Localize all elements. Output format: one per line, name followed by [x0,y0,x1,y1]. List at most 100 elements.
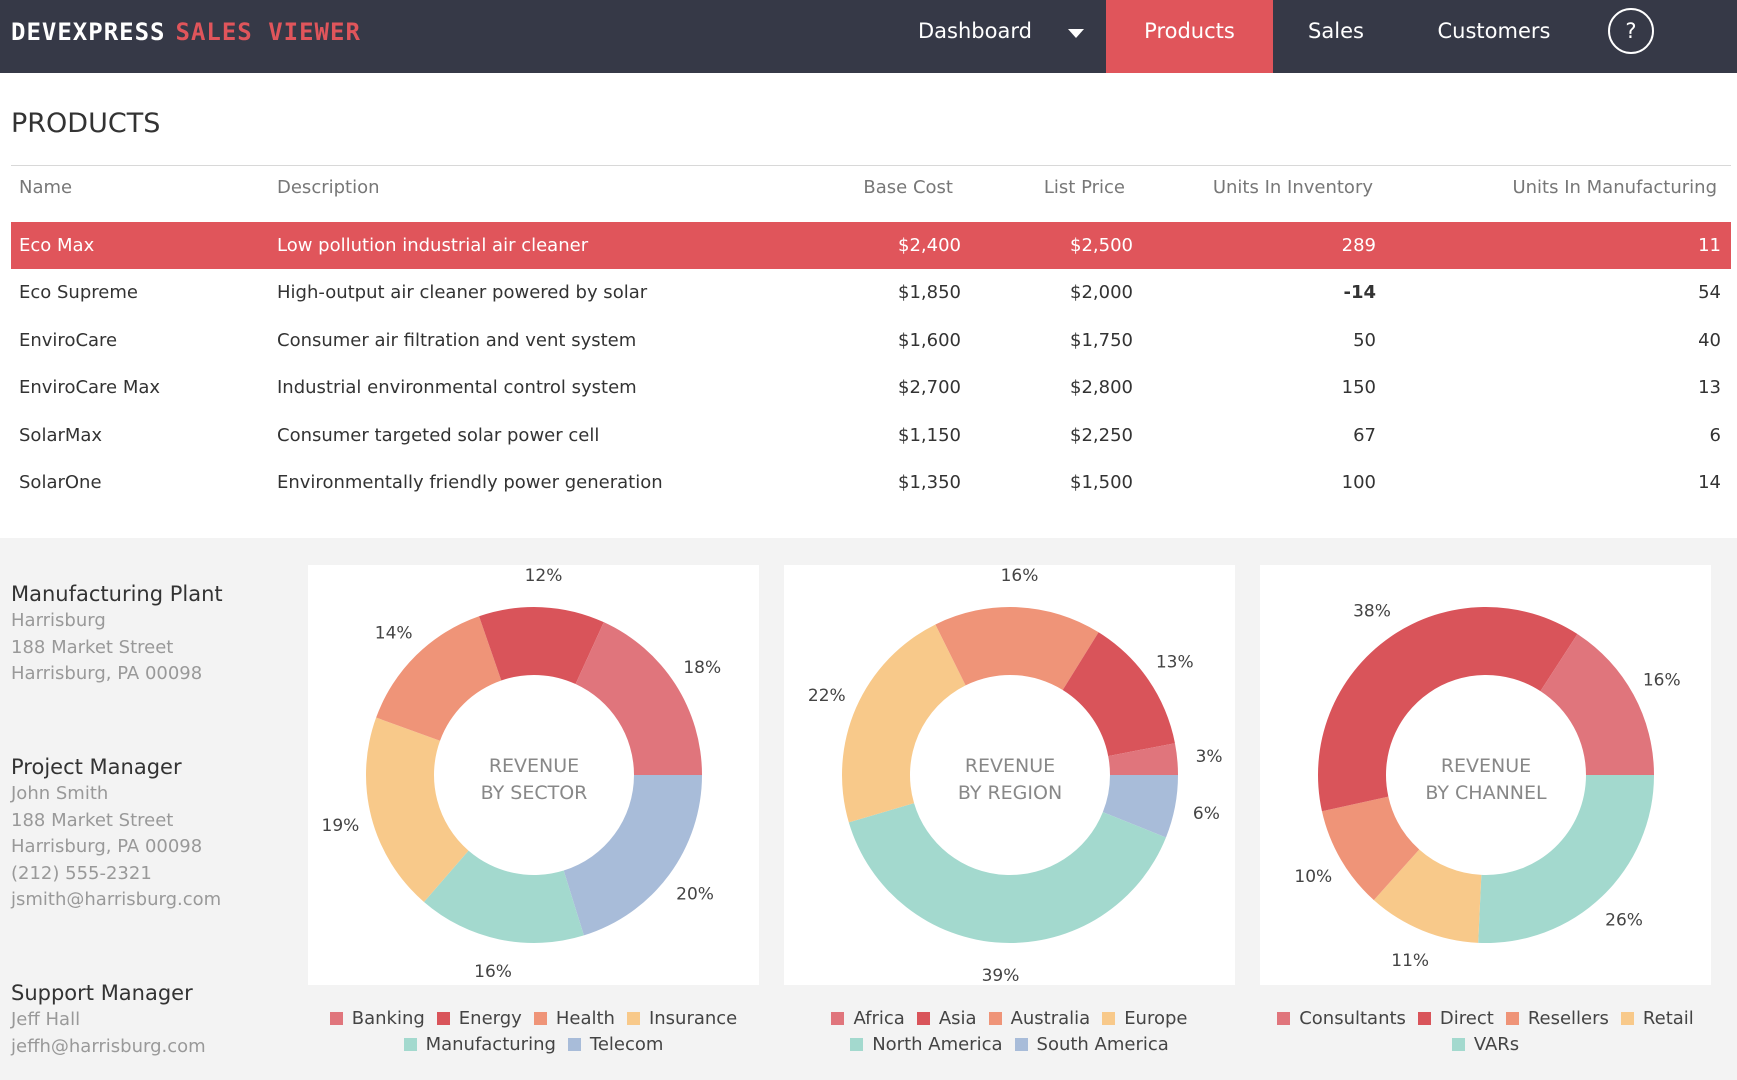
legend-item-asia[interactable]: Asia [916,1006,977,1032]
page-title: PRODUCTS [11,108,161,139]
column-header-name[interactable]: Name [19,177,73,198]
slice-label-energy: 12% [525,566,563,586]
revenue-by-channel-legend: Consultants Direct Resellers Retail VARs [1260,1006,1711,1058]
legend-label: Asia [938,1008,977,1029]
slice-europe[interactable] [842,624,966,823]
cell-list-price: $2,000 [1070,282,1133,303]
legend-label: Australia [1010,1008,1091,1029]
column-header-base-cost[interactable]: Base Cost [863,177,953,198]
column-header-description[interactable]: Description [277,177,380,198]
slice-label-south-america: 6% [1193,804,1220,824]
table-row[interactable]: Eco Supreme High-output air cleaner powe… [11,269,1731,316]
nav-tab-sales[interactable]: Sales [1308,19,1364,43]
legend-swatch [436,1012,450,1025]
brand-product-name: SALES VIEWER [175,18,361,46]
cell-inventory: 150 [1341,377,1376,398]
products-panel: PRODUCTS Name Description Base Cost List… [0,73,1737,538]
legend-swatch [1505,1012,1519,1025]
table-row[interactable]: EnviroCare Max Industrial environmental … [11,364,1731,411]
legend-item-vars[interactable]: VARs [1451,1032,1520,1058]
contact-phone[interactable]: (212) 555-2321 [11,862,152,884]
contact-line: 188 Market Street [11,809,174,831]
slice-health[interactable] [376,616,502,741]
cell-inventory-negative: -14 [1343,282,1376,303]
slice-telecom[interactable] [563,775,702,936]
legend-item-manufacturing[interactable]: Manufacturing [403,1032,556,1058]
chart-title-line2: BY CHANNEL [1425,782,1547,804]
slice-retail[interactable] [1373,849,1482,943]
revenue-by-region-chart: 6% 39% 22% 16% 13% 3% REVENUE BY REGION [784,565,1235,985]
cell-inventory: 289 [1341,235,1376,256]
legend-item-consultants[interactable]: Consultants [1277,1006,1406,1032]
cell-manufacturing: 54 [1698,282,1721,303]
legend-item-retail[interactable]: Retail [1620,1006,1694,1032]
slice-label-asia: 13% [1156,653,1194,673]
slice-label-manufacturing: 16% [474,962,512,982]
legend-label: Europe [1124,1008,1188,1029]
donut-chart-svg: 26% 11% 10% 38% 16% REVENUE BY CHANNEL [1294,602,1681,971]
revenue-by-channel-chart: 26% 11% 10% 38% 16% REVENUE BY CHANNEL [1260,565,1711,985]
slice-banking[interactable] [575,622,702,775]
table-row[interactable]: SolarOne Environmentally friendly power … [11,459,1731,506]
legend-item-direct[interactable]: Direct [1417,1006,1494,1032]
slice-label-resellers: 10% [1294,867,1332,887]
slice-north-america[interactable] [848,803,1166,943]
contact-project-manager: Project Manager John Smith 188 Market St… [11,753,271,914]
legend-item-health[interactable]: Health [533,1006,615,1032]
slice-energy[interactable] [479,607,604,685]
slice-insurance[interactable] [366,717,469,902]
legend-label: VARs [1473,1034,1520,1055]
legend-label: South America [1036,1034,1169,1055]
slice-label-europe: 22% [808,686,846,706]
column-header-units-in-manufacturing[interactable]: Units In Manufacturing [1512,177,1717,198]
revenue-by-region-legend: Africa Asia Australia Europe North America So… [784,1006,1235,1058]
cell-list-price: $1,750 [1070,330,1133,351]
slice-vars[interactable] [1478,775,1654,943]
table-row[interactable]: SolarMax Consumer targeted solar power c… [11,412,1731,459]
cell-manufacturing: 6 [1709,425,1721,446]
legend-item-insurance[interactable]: Insurance [626,1006,737,1032]
column-header-list-price[interactable]: List Price [1043,177,1125,198]
slice-consultants[interactable] [1540,634,1654,775]
legend-item-australia[interactable]: Australia [988,1006,1091,1032]
nav-tab-products[interactable]: Products [1106,0,1273,73]
slice-south-america[interactable] [1102,775,1178,838]
contact-line: Jeff Hall [11,1009,81,1030]
table-row[interactable]: EnviroCare Consumer air filtration and v… [11,317,1731,364]
slice-label-australia: 16% [1001,566,1039,586]
slice-resellers[interactable] [1321,796,1420,901]
help-icon[interactable]: ? [1608,8,1654,54]
contact-support-manager: Support Manager Jeff Hall jeffh@harrisbu… [11,979,271,1060]
contact-email[interactable]: jsmith@harrisburg.com [11,889,222,910]
slice-direct[interactable] [1318,607,1578,812]
cell-name: EnviroCare Max [19,377,161,398]
legend-item-north-america[interactable]: North America [850,1032,1003,1058]
cell-name: SolarOne [19,472,102,493]
slice-asia[interactable] [1062,632,1175,757]
legend-item-europe[interactable]: Europe [1102,1006,1188,1032]
legend-item-africa[interactable]: Africa [831,1006,905,1032]
slice-australia[interactable] [935,607,1099,691]
table-row-selected[interactable]: Eco Max Low pollution industrial air cle… [11,222,1731,269]
cell-description: Environmentally friendly power generatio… [277,472,663,493]
column-header-units-in-inventory[interactable]: Units In Inventory [1212,177,1373,198]
legend-item-south-america[interactable]: South America [1014,1032,1169,1058]
legend-item-telecom[interactable]: Telecom [567,1032,663,1058]
cell-manufacturing: 13 [1698,377,1721,398]
slice-manufacturing[interactable] [423,850,584,943]
chevron-down-icon[interactable] [1068,29,1084,38]
cell-base-cost: $1,600 [898,330,961,351]
cell-name: Eco Max [19,235,95,256]
cell-inventory: 100 [1341,472,1376,493]
nav-tab-customers[interactable]: Customers [1437,19,1551,43]
legend-item-energy[interactable]: Energy [436,1006,522,1032]
nav-dashboard-dropdown[interactable]: Dashboard [880,0,1106,73]
contact-email[interactable]: jeffh@harrisburg.com [11,1035,206,1057]
slice-label-consultants: 16% [1643,671,1681,691]
cell-description: High-output air cleaner powered by solar [277,282,648,303]
legend-item-resellers[interactable]: Resellers [1505,1006,1609,1032]
legend-item-banking[interactable]: Banking [329,1006,425,1032]
revenue-by-sector-chart: 20% 16% 19% 14% 12% 18% REVENUE BY SECTOR [308,565,759,985]
slice-africa[interactable] [1108,743,1178,775]
legend-swatch [850,1038,864,1051]
